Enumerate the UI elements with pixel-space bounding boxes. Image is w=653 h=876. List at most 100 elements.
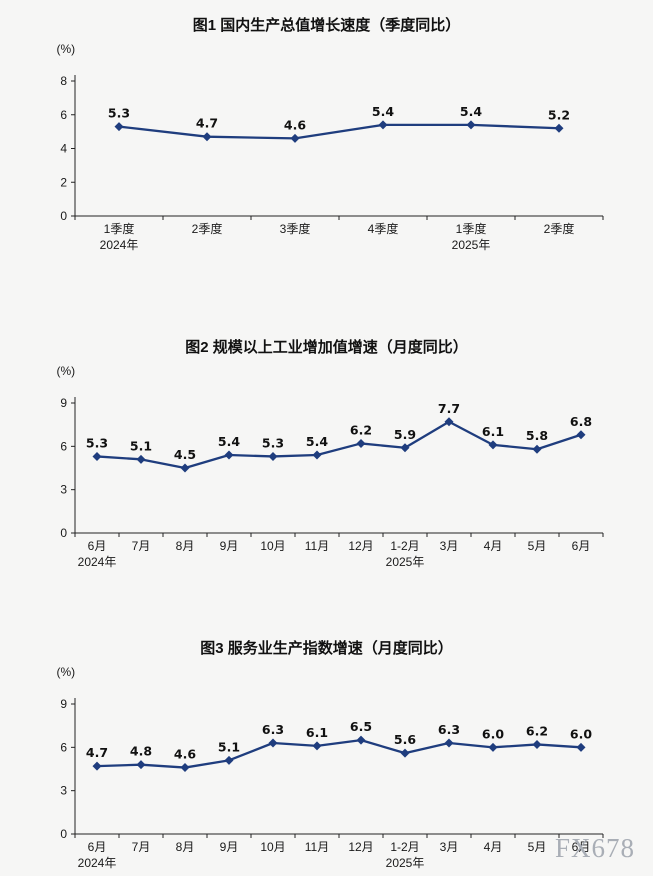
data-point-label: 4.7 — [85, 745, 107, 760]
data-point-marker — [180, 463, 189, 473]
x-axis-tick-label: 4月 — [483, 539, 502, 553]
y-axis-tick-label: 2 — [60, 175, 67, 189]
data-point-label: 5.6 — [393, 732, 415, 747]
trend-line — [96, 420, 581, 470]
x-axis-year-label: 2025年 — [385, 555, 424, 569]
x-axis-tick-label: 1-2月 — [390, 539, 419, 553]
data-point-label: 7.7 — [437, 401, 459, 416]
data-point-marker — [576, 742, 585, 752]
data-point-marker — [312, 741, 321, 751]
data-point-label: 6.3 — [437, 722, 459, 737]
data-point-label: 5.2 — [547, 107, 569, 122]
x-axis-tick-label: 6月 — [571, 539, 590, 553]
data-point-marker — [532, 739, 541, 749]
x-axis-tick-label: 11月 — [304, 840, 328, 854]
x-axis-tick-label: 6月 — [571, 840, 590, 854]
data-point-marker — [92, 761, 101, 771]
y-axis-tick-label: 0 — [60, 526, 67, 540]
data-point-marker — [312, 450, 321, 460]
trend-line — [96, 738, 581, 769]
chart-services-index-monthly: 图3 服务业生产指数增速（月度同比） (%) 0 3 6 9 6月 2024年 7月 8月 9月… — [35, 637, 619, 872]
x-axis-tick-label: 10月 — [260, 539, 285, 553]
x-axis-year-label: 2024年 — [77, 856, 116, 870]
data-point-marker — [400, 748, 409, 758]
y-axis-tick-label: 0 — [60, 827, 67, 841]
data-point-marker — [554, 123, 563, 133]
data-point-marker — [488, 440, 497, 450]
x-axis-tick-label: 7月 — [131, 840, 150, 854]
data-point-label: 5.4 — [371, 104, 393, 119]
x-axis-tick-label: 9月 — [219, 539, 238, 553]
data-point-label: 5.9 — [393, 427, 415, 442]
data-point-marker — [466, 120, 475, 130]
data-point-label: 6.8 — [569, 414, 591, 429]
chart-title: 图3 服务业生产指数增速（月度同比） — [200, 640, 453, 657]
x-axis-year-label: 2024年 — [99, 238, 138, 252]
x-axis-tick-label: 12月 — [348, 539, 373, 553]
data-point-label: 5.1 — [129, 438, 151, 453]
line-chart-plot: 0 3 6 9 6月 2024年 7月 8月 9月 10月 11月 12月 1-2月 2025年 3月 4月 5… — [60, 697, 603, 870]
data-point-marker — [576, 430, 585, 440]
x-axis-tick-label: 8月 — [175, 840, 194, 854]
data-point-marker — [136, 454, 145, 464]
data-point-label: 5.4 — [459, 104, 481, 119]
y-axis-tick-label: 3 — [60, 784, 67, 798]
data-point-marker — [136, 760, 145, 770]
data-point-label: 5.3 — [261, 435, 283, 450]
x-axis-tick-label: 12月 — [348, 840, 373, 854]
x-axis-year-label: 2024年 — [77, 555, 116, 569]
y-axis-tick-label: 4 — [60, 142, 67, 156]
data-point-marker — [92, 451, 101, 461]
x-axis-tick-label: 3月 — [439, 539, 458, 553]
x-axis-tick-label: 2季度 — [191, 221, 222, 236]
x-axis-tick-label: 8月 — [175, 539, 194, 553]
data-point-label: 4.8 — [129, 744, 151, 759]
data-point-label: 5.3 — [85, 435, 107, 450]
data-point-marker — [444, 738, 453, 748]
data-point-marker — [114, 122, 123, 132]
data-point-label: 6.0 — [569, 726, 591, 741]
data-point-label: 4.6 — [283, 117, 305, 132]
y-axis-unit-label: (%) — [56, 665, 76, 679]
x-axis-tick-label: 6月 — [87, 840, 106, 854]
x-axis-tick-label: 2季度 — [543, 221, 574, 236]
x-axis-tick-label: 4季度 — [367, 221, 398, 236]
data-point-label: 6.1 — [481, 424, 503, 439]
y-axis-tick-label: 3 — [60, 483, 67, 497]
x-axis-tick-label: 1-2月 — [390, 840, 419, 854]
x-axis-year-label: 2025年 — [451, 238, 490, 252]
data-point-marker — [224, 755, 233, 765]
watermark-text: FX678 — [554, 833, 635, 863]
x-axis-tick-label: 3季度 — [279, 221, 310, 236]
x-axis-tick-label: 5月 — [527, 840, 546, 854]
data-point-label: 5.4 — [305, 434, 327, 449]
x-axis-tick-label: 5月 — [527, 539, 546, 553]
data-point-label: 6.1 — [305, 725, 327, 740]
data-point-marker — [356, 735, 365, 745]
data-point-marker — [532, 444, 541, 454]
x-axis-tick-label: 1季度 — [455, 221, 486, 236]
data-point-marker — [488, 742, 497, 752]
data-point-label: 6.5 — [349, 719, 371, 734]
data-point-label: 4.7 — [195, 116, 217, 131]
data-point-label: 6.2 — [525, 723, 547, 738]
data-point-label: 4.5 — [173, 447, 195, 462]
line-chart-plot: 0 2 4 6 8 1季度 2024年 2季度 3季度 4季度 1季度 2025年 2季度 5.3 4.7 4… — [60, 74, 603, 252]
chart-title: 图1 国内生产总值增长速度（季度同比） — [192, 17, 461, 34]
chart-gdp-quarterly: 图1 国内生产总值增长速度（季度同比） (%) 0 2 4 6 8 1季度 2024年 2季度… — [35, 0, 619, 254]
x-axis-tick-label: 1季度 — [103, 221, 134, 236]
data-point-label: 5.3 — [107, 106, 129, 121]
y-axis-tick-label: 0 — [60, 209, 67, 223]
x-axis-tick-label: 10月 — [260, 840, 285, 854]
data-point-marker — [268, 738, 277, 748]
data-point-label: 5.4 — [217, 434, 239, 449]
chart-title: 图2 规模以上工业增加值增速（月度同比） — [185, 339, 468, 356]
data-point-marker — [268, 451, 277, 461]
y-axis-unit-label: (%) — [56, 364, 76, 378]
data-point-label: 4.6 — [173, 747, 195, 762]
x-axis-tick-label: 6月 — [87, 539, 106, 553]
data-point-marker — [202, 132, 211, 142]
y-axis-unit-label: (%) — [56, 42, 76, 56]
data-point-marker — [224, 450, 233, 460]
chart-industrial-output-monthly: 图2 规模以上工业增加值增速（月度同比） (%) 0 3 6 9 6月 2024年 7月 8月… — [35, 336, 619, 571]
